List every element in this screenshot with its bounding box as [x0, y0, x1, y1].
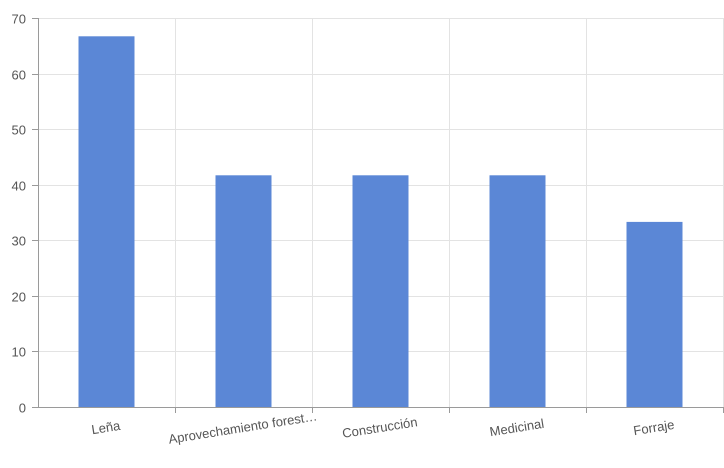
- x-category-label-3: Construcción: [341, 414, 418, 441]
- axis-layer: [32, 18, 724, 413]
- y-tick-label-30: 30: [12, 234, 26, 249]
- bar-layer: [78, 36, 683, 408]
- x-category-label-1: Leña: [90, 418, 122, 437]
- x-category-label-4: Medicinal: [488, 416, 545, 439]
- y-tick-label-50: 50: [12, 123, 26, 138]
- y-tick-label-60: 60: [12, 68, 26, 83]
- bar-3[interactable]: [352, 175, 409, 407]
- y-tick-label-10: 10: [12, 345, 26, 360]
- y-tick-label-0: 0: [19, 401, 26, 416]
- bar-4[interactable]: [489, 175, 546, 407]
- y-tick-label-70: 70: [12, 12, 26, 27]
- y-tick-label-20: 20: [12, 290, 26, 305]
- x-category-label-2: Aprovechamiento forest…: [167, 408, 318, 446]
- y-tick-label-40: 40: [12, 179, 26, 194]
- bar-2[interactable]: [215, 175, 272, 407]
- x-category-label-5: Forraje: [632, 417, 675, 438]
- bar-1[interactable]: [78, 36, 135, 408]
- bar-5[interactable]: [626, 221, 683, 407]
